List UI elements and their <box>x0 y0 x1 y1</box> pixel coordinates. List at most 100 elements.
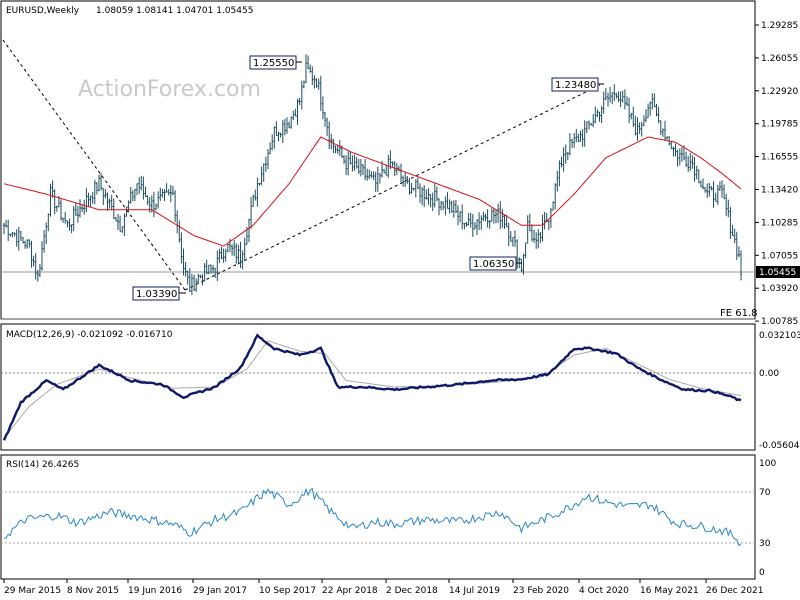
price-bar <box>397 165 400 172</box>
price-bar <box>355 157 358 169</box>
price-bar <box>106 192 109 211</box>
price-bar <box>203 263 206 282</box>
price-bar <box>617 91 620 103</box>
price-bar <box>501 208 504 228</box>
price-bar <box>214 267 217 278</box>
price-bar <box>444 196 447 216</box>
price-tick-label: 1.19785 <box>761 120 798 130</box>
price-bar <box>332 139 335 154</box>
price-bar <box>488 220 491 229</box>
price-bar <box>174 190 177 223</box>
price-tick-label: 1.26055 <box>761 54 798 64</box>
price-bar <box>372 171 375 180</box>
price-bar <box>72 205 75 232</box>
price-bar <box>539 232 542 243</box>
price-bar <box>469 212 472 228</box>
price-bar <box>343 155 345 164</box>
price-bar <box>250 197 253 229</box>
price-bar <box>577 133 580 143</box>
price-bar <box>102 187 105 205</box>
price-bar <box>446 192 449 209</box>
price-bar <box>647 103 650 119</box>
price-bar <box>402 175 405 187</box>
price-bar <box>28 239 31 248</box>
price-bar <box>197 273 200 284</box>
price-bar <box>288 121 291 129</box>
time-tick-label: 4 Oct 2020 <box>579 586 629 596</box>
price-bar <box>142 176 145 200</box>
price-bar <box>357 159 360 175</box>
price-bar <box>152 191 155 218</box>
price-bar <box>416 177 419 190</box>
price-bar <box>182 248 185 276</box>
price-bar <box>290 116 293 129</box>
price-bar <box>286 117 288 134</box>
price-bar <box>596 109 599 118</box>
price-bar <box>497 203 500 223</box>
current-price-badge <box>756 266 800 278</box>
price-bar <box>241 250 244 270</box>
price-bar <box>666 136 669 140</box>
price-bar <box>537 229 540 249</box>
price-bar <box>611 92 614 105</box>
high2-annotation: 1.23480 <box>551 77 604 92</box>
macd-main-line <box>2 333 742 441</box>
price-bar <box>431 192 434 211</box>
price-bar <box>62 217 65 223</box>
price-bar <box>169 184 172 203</box>
price-bar <box>324 112 326 127</box>
price-bar <box>533 229 535 243</box>
time-tick-label: 14 Jul 2019 <box>449 586 500 596</box>
price-bar <box>710 186 713 191</box>
price-bar <box>81 205 84 212</box>
price-bar <box>68 218 71 231</box>
price-bar <box>157 191 160 209</box>
price-panel <box>0 0 756 320</box>
price-bar <box>3 222 5 235</box>
price-bar <box>651 93 654 110</box>
price-bar <box>735 231 738 261</box>
price-bar <box>32 255 35 267</box>
time-tick-label: 8 Nov 2015 <box>67 586 119 596</box>
price-bar <box>630 112 633 120</box>
price-bar <box>45 222 48 244</box>
price-bar <box>509 231 512 242</box>
price-bar <box>60 199 62 221</box>
price-bar <box>448 199 451 214</box>
price-bar <box>190 274 193 296</box>
price-bar <box>220 246 223 260</box>
price-bar <box>262 163 265 182</box>
price-bar <box>108 198 111 209</box>
price-bar <box>391 161 394 167</box>
current-price-label: 1.05455 <box>759 268 796 278</box>
price-bar <box>516 239 519 269</box>
price-bar <box>575 128 578 143</box>
price-tick-label: 1.29285 <box>761 21 798 31</box>
price-bar <box>51 180 54 198</box>
high1-label: 1.25550 <box>253 58 294 69</box>
price-bar <box>412 187 415 191</box>
price-bar <box>693 157 696 182</box>
price-bars <box>3 54 742 296</box>
price-bar <box>89 195 92 208</box>
price-bar <box>419 183 421 203</box>
price-bar <box>492 209 495 224</box>
price-bar <box>138 177 141 195</box>
watermark: ActionForex.com <box>78 77 261 102</box>
price-bar <box>85 188 88 212</box>
price-bar <box>70 224 73 234</box>
price-bar <box>121 226 124 233</box>
price-bar <box>450 200 453 213</box>
macd-tick-zero: 0.00 <box>759 369 779 379</box>
price-bar <box>163 189 166 202</box>
price-bar <box>655 103 658 117</box>
price-bar <box>714 192 717 202</box>
price-bar <box>30 240 33 268</box>
price-bar <box>414 179 417 198</box>
price-bar <box>583 120 586 147</box>
price-bar <box>330 133 333 150</box>
price-bar <box>484 213 487 222</box>
price-bar <box>585 121 588 134</box>
price-bar <box>212 265 215 274</box>
